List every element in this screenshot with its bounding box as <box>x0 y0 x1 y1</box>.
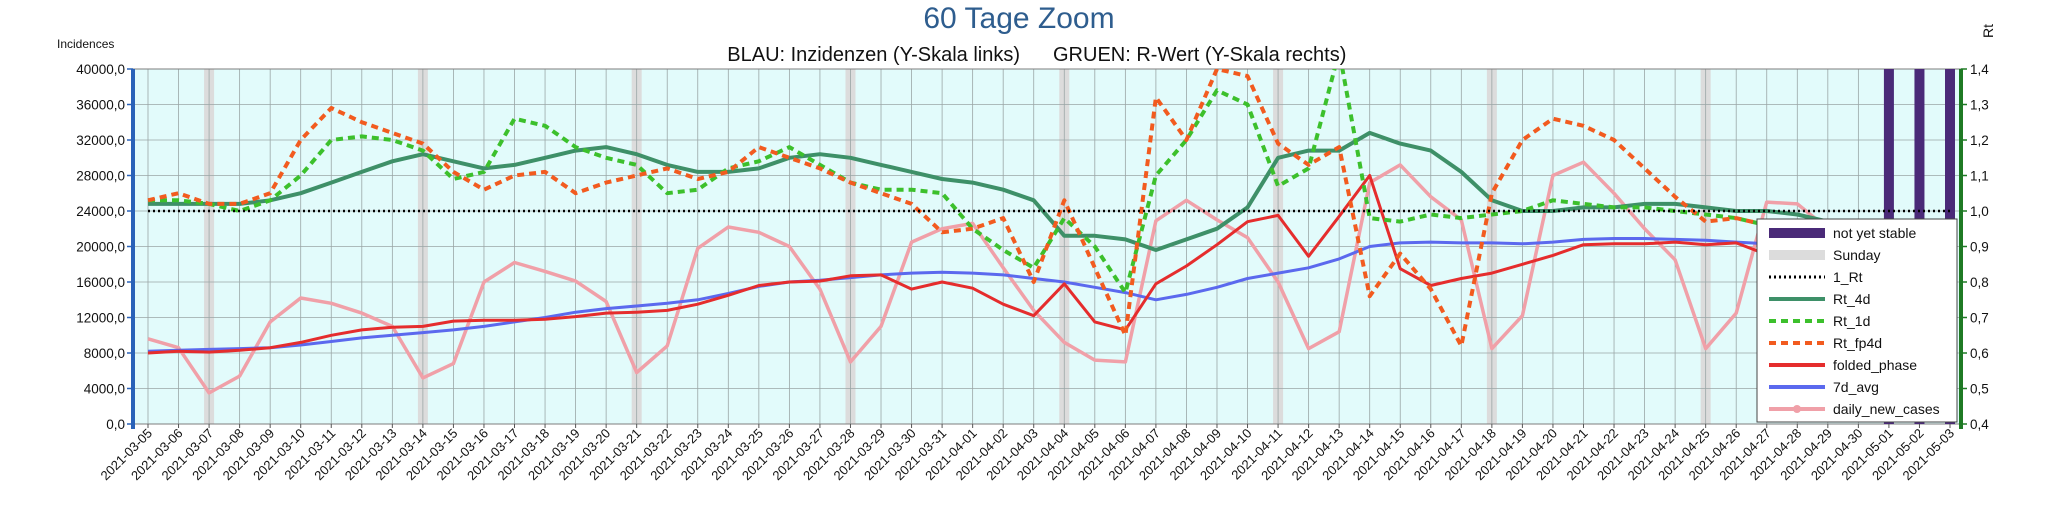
chart-title: 60 Tage Zoom <box>923 2 1114 35</box>
left-tick-label: 40000,0 <box>76 62 125 77</box>
legend-label: Sunday <box>1833 247 1880 263</box>
right-tick-label: 1,0 <box>1970 204 1989 219</box>
legend-label: 7d_avg <box>1833 379 1879 395</box>
right-tick-label: 0,7 <box>1970 311 1989 326</box>
legend-label: daily_new_cases <box>1833 401 1940 417</box>
left-tick-label: 12000,0 <box>76 311 125 326</box>
right-axis-label: Rt <box>1980 24 1996 38</box>
right-tick-label: 1,3 <box>1970 98 1989 113</box>
right-tick-label: 0,4 <box>1970 417 1989 432</box>
legend-label: not yet stable <box>1833 225 1916 241</box>
chart-subtitle-right: GRUEN: R-Wert (Y-Skala rechts) <box>1053 44 1346 66</box>
right-tick-label: 0,9 <box>1970 240 1989 255</box>
series-line-7d_avg <box>147 237 1951 353</box>
left-tick-label: 36000,0 <box>76 98 125 113</box>
series-line-Rt_1d <box>148 69 1952 295</box>
series-layer <box>147 69 1952 395</box>
series-line-daily_new_cases <box>147 160 1951 395</box>
legend-marker <box>1793 405 1801 413</box>
left-axis-label: Incidences <box>57 37 114 51</box>
legend-label: folded_phase <box>1833 357 1917 373</box>
right-tick-label: 1,1 <box>1970 169 1989 184</box>
right-tick-label: 1,4 <box>1970 62 1989 77</box>
axes: 0,0 4000,0 8000,0 12000,0 16000,0 20000,0 2400… <box>76 62 1989 483</box>
legend-label: Rt_1d <box>1833 313 1870 329</box>
left-tick-label: 8000,0 <box>84 346 125 361</box>
left-tick-label: 20000,0 <box>76 240 125 255</box>
series-line-Rt_4d <box>148 130 1950 252</box>
chart-subtitle-left: BLAU: Inzidenzen (Y-Skala links) <box>727 44 1020 66</box>
left-tick-label: 24000,0 <box>76 204 125 219</box>
right-tick-label: 1,2 <box>1970 133 1989 148</box>
legend-label: 1_Rt <box>1833 269 1863 285</box>
legend-label: Rt_4d <box>1833 291 1870 307</box>
legend-label: Rt_fp4d <box>1833 335 1882 351</box>
right-tick-label: 0,6 <box>1970 346 1989 361</box>
legend-swatch <box>1769 250 1825 260</box>
left-tick-label: 28000,0 <box>76 169 125 184</box>
legend: not yet stable Sunday 1_Rt Rt_4d Rt_1d Rt_fp4… <box>1756 218 1958 423</box>
legend-swatch <box>1769 228 1825 238</box>
left-tick-label: 16000,0 <box>76 275 125 290</box>
series-line-folded_phase <box>147 174 1951 355</box>
left-tick-label: 0,0 <box>106 417 125 432</box>
left-tick-label: 32000,0 <box>76 133 125 148</box>
right-tick-label: 0,8 <box>1970 275 1989 290</box>
left-tick-label: 4000,0 <box>84 382 125 397</box>
right-tick-label: 0,5 <box>1970 382 1989 397</box>
series-line-Rt_fp4d <box>147 69 1952 348</box>
